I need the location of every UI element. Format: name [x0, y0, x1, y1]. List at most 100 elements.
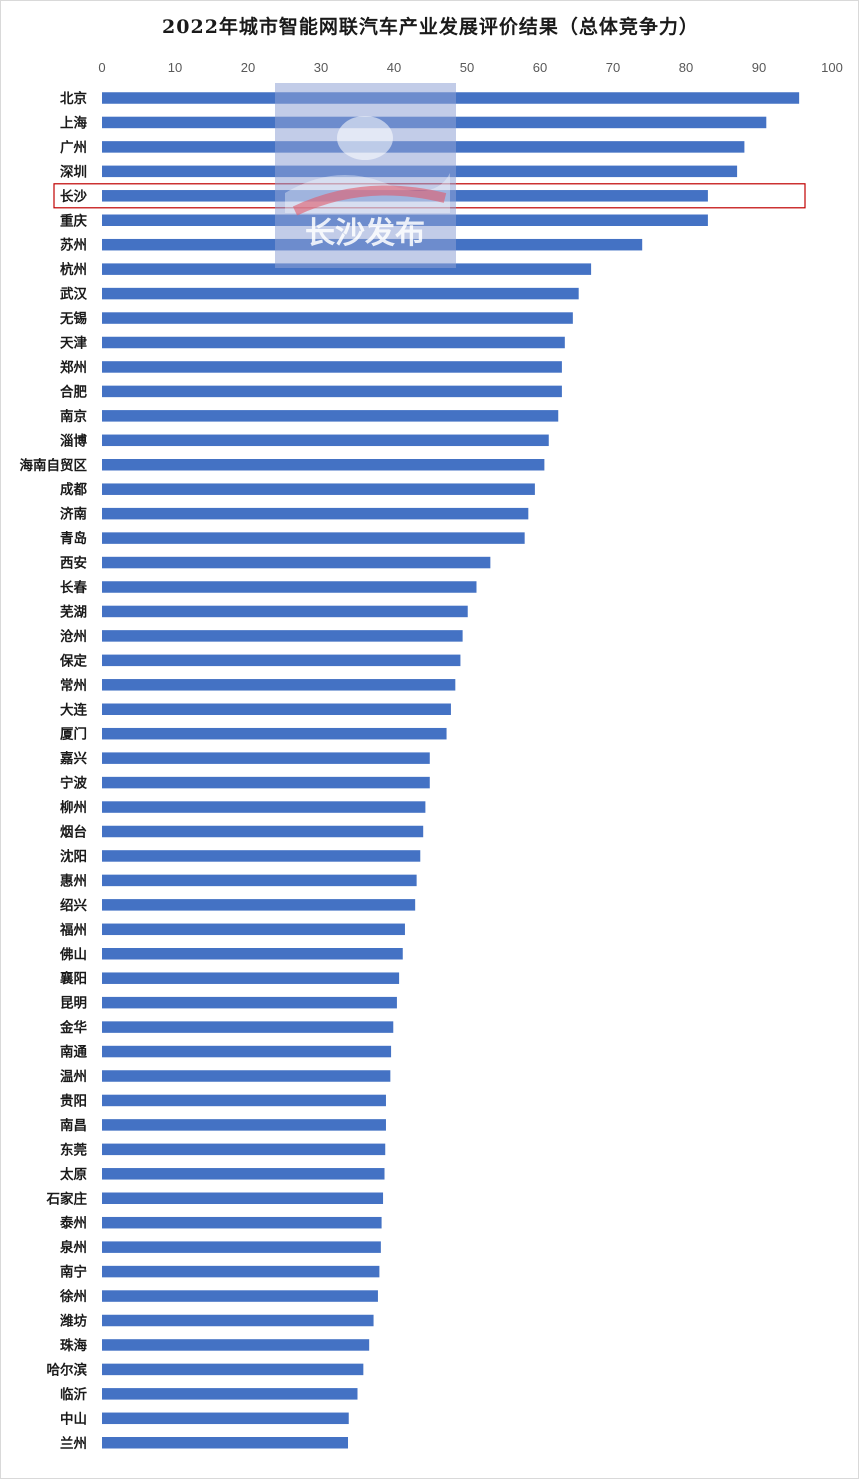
- category-label: 南通: [60, 1044, 87, 1061]
- bar-53: [102, 1388, 358, 1400]
- category-label: 南昌: [60, 1117, 87, 1134]
- category-label: 佛山: [59, 946, 87, 963]
- bar-51: [102, 1339, 370, 1351]
- x-tick-label: 10: [168, 60, 182, 75]
- category-label: 大连: [60, 701, 87, 718]
- x-tick-label: 60: [533, 60, 547, 75]
- category-label: 绍兴: [60, 897, 87, 914]
- bar-33: [102, 899, 416, 911]
- x-tick-label: 100: [821, 60, 843, 75]
- bar-27: [102, 752, 430, 764]
- category-label: 济南: [60, 506, 87, 523]
- category-label: 常州: [60, 677, 87, 694]
- chart-title: 2022年城市智能网联汽车产业发展评价结果（总体竞争力）: [162, 16, 699, 38]
- category-label: 杭州: [60, 261, 87, 278]
- category-label: 北京: [60, 90, 87, 107]
- category-label: 郑州: [60, 359, 87, 376]
- category-label: 石家庄: [46, 1190, 88, 1207]
- bar-23: [102, 654, 461, 667]
- x-tick-label: 90: [752, 60, 766, 75]
- bar-20: [102, 581, 477, 593]
- bar-32: [102, 874, 417, 887]
- bar-24: [102, 679, 456, 691]
- category-label: 泉州: [60, 1239, 87, 1256]
- bar-18: [102, 532, 525, 544]
- category-label: 临沂: [60, 1386, 87, 1403]
- bar-31: [102, 850, 421, 862]
- bar-9: [102, 312, 573, 324]
- category-label: 温州: [60, 1069, 87, 1085]
- bar-7: [102, 263, 592, 275]
- x-tick-label: 70: [606, 60, 620, 75]
- bar-47: [102, 1241, 381, 1253]
- category-label: 襄阳: [59, 970, 87, 987]
- bar-11: [102, 361, 562, 373]
- category-label: 长春: [60, 579, 87, 596]
- category-label: 惠州: [60, 872, 87, 889]
- category-label: 武汉: [60, 286, 87, 303]
- bar-46: [102, 1216, 382, 1229]
- category-label: 重庆: [60, 212, 87, 229]
- bar-0: [102, 92, 800, 104]
- category-label: 成都: [60, 481, 87, 498]
- category-label: 长沙: [60, 188, 87, 205]
- category-label: 青岛: [60, 530, 87, 547]
- bar-35: [102, 948, 403, 960]
- category-label: 太原: [60, 1166, 87, 1183]
- bar-16: [102, 483, 535, 495]
- category-label: 深圳: [60, 163, 87, 180]
- x-tick-label: 40: [387, 60, 401, 75]
- bar-12: [102, 385, 562, 398]
- category-label: 柳州: [60, 799, 87, 816]
- category-label: 珠海: [60, 1337, 87, 1354]
- x-tick-label: 30: [314, 60, 328, 75]
- bar-10: [102, 336, 565, 349]
- category-label: 泰州: [59, 1215, 87, 1232]
- category-label: 潍坊: [60, 1313, 87, 1330]
- bar-44: [102, 1168, 385, 1180]
- bar-29: [102, 801, 426, 813]
- bar-4: [102, 190, 708, 202]
- bars: [53, 92, 806, 1449]
- bar-19: [102, 556, 491, 569]
- bar-30: [102, 825, 424, 838]
- category-label: 贵阳: [60, 1092, 87, 1109]
- bar-38: [102, 1021, 394, 1033]
- bar-25: [102, 703, 451, 715]
- bar-17: [102, 507, 529, 520]
- bar-8: [102, 287, 579, 300]
- x-tick-label: 50: [460, 60, 474, 75]
- category-label: 南宁: [60, 1264, 87, 1281]
- category-label: 宁波: [60, 775, 87, 792]
- category-label: 东莞: [60, 1141, 87, 1158]
- bar-52: [102, 1363, 364, 1376]
- x-tick-label: 0: [98, 60, 105, 75]
- bar-54: [102, 1412, 349, 1425]
- category-label: 广州: [60, 139, 87, 156]
- bar-41: [102, 1094, 386, 1107]
- bar-6: [102, 238, 643, 251]
- bar-2: [102, 141, 745, 153]
- bar-45: [102, 1192, 384, 1204]
- category-label: 南京: [60, 408, 87, 425]
- category-label: 天津: [60, 335, 87, 352]
- category-labels: 北京上海广州深圳长沙重庆苏州杭州武汉无锡天津郑州合肥南京淄博海南自贸区成都济南青…: [20, 90, 88, 1452]
- bar-55: [102, 1437, 349, 1449]
- category-label: 西安: [60, 555, 87, 572]
- bar-39: [102, 1045, 392, 1058]
- category-label: 福州: [59, 921, 87, 938]
- bar-50: [102, 1314, 374, 1327]
- bar-36: [102, 972, 400, 984]
- category-label: 沧州: [60, 628, 87, 645]
- category-label: 中山: [60, 1410, 87, 1427]
- category-label: 嘉兴: [59, 750, 87, 767]
- category-label: 厦门: [60, 726, 87, 743]
- category-label: 保定: [59, 652, 87, 669]
- bar-1: [102, 116, 767, 129]
- category-label: 芜湖: [60, 603, 87, 620]
- category-label: 烟台: [60, 824, 87, 841]
- category-label: 哈尔滨: [47, 1361, 88, 1378]
- category-label: 淄博: [60, 432, 87, 449]
